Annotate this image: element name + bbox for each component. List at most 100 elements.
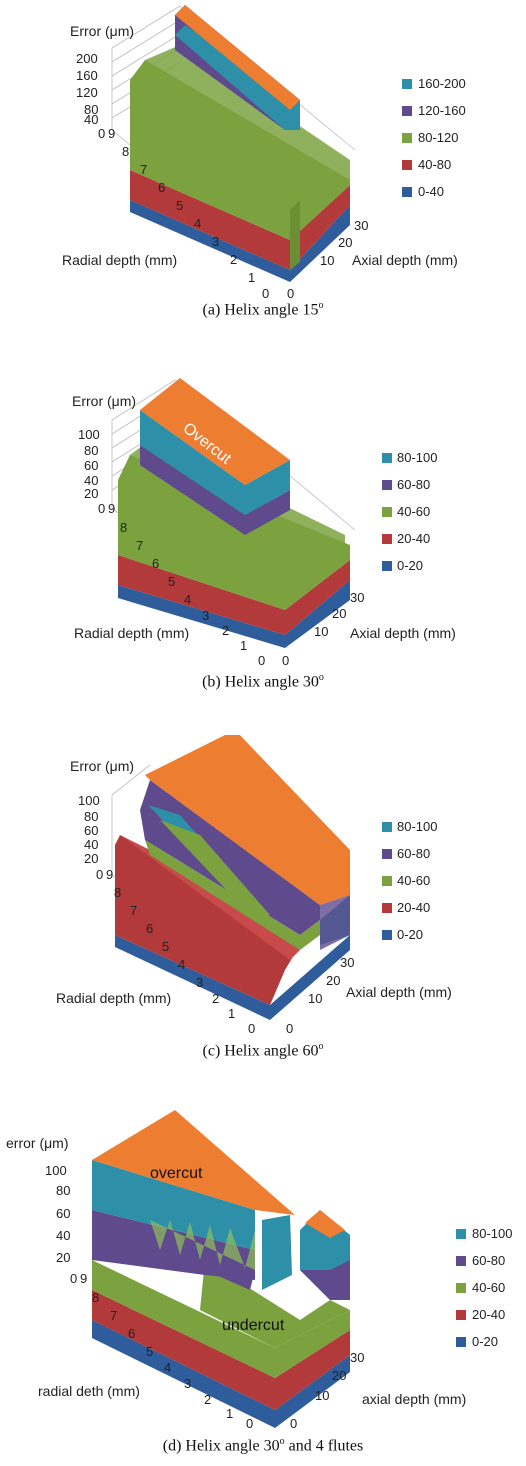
z-tick-label: 40	[84, 112, 98, 127]
x-tick-label: 1	[226, 1406, 233, 1421]
back-wall-teal-d	[92, 1160, 255, 1250]
z-ticks-a: 200 160 120 80 40 0	[76, 51, 105, 141]
chart-panel-c: Error (μm) 100 80 60 40 20 0 9 8 7 6 5 4…	[0, 735, 526, 1065]
ridge-top-a	[175, 5, 300, 110]
red-channel-c	[120, 835, 300, 960]
x-tick-label: 3	[212, 234, 219, 249]
y-axis-label-a: Axial depth (mm)	[352, 252, 458, 268]
y-tick-label: 0	[287, 286, 294, 300]
y-tick-label: 10	[314, 624, 328, 639]
x-tick-label: 3	[196, 975, 203, 990]
x-tick-label: 3	[202, 608, 209, 623]
plateau-a	[145, 45, 350, 210]
legend-swatch	[456, 1337, 466, 1347]
y-tick-label: 10	[320, 253, 334, 268]
surface-plot-b: Overcut Error (μm) 100 80 60 40 20 0 9 8…	[72, 378, 456, 668]
wall-purple-c	[140, 780, 320, 935]
legend-entry: 0-20	[397, 558, 423, 573]
z-tick-label: 0	[70, 1271, 77, 1286]
z-ticks-b: 100 80 60 40 20 0	[78, 427, 105, 516]
y-tick-label: 20	[338, 235, 352, 250]
z-tick-label: 100	[78, 427, 100, 442]
legend-swatch	[402, 160, 412, 170]
legend-entry: 60-80	[472, 1253, 505, 1268]
caption-c: (c) Helix angle 60o	[0, 1041, 526, 1060]
x-tick-label: 2	[222, 623, 229, 638]
z-tick-label: 40	[84, 837, 98, 852]
x-tick-label: 0	[262, 286, 269, 300]
x-ticks-d: 9 8 7 6 5 4 3 2 1 0	[80, 1271, 253, 1430]
z-axis-label-d: error (μm)	[6, 1135, 69, 1151]
z-tick-label: 80	[84, 443, 98, 458]
x-tick-label: 5	[168, 574, 175, 589]
x-tick-label: 0	[248, 1021, 255, 1035]
block-top-b	[140, 378, 290, 485]
legend-entry: 0-20	[397, 927, 423, 942]
legend-swatch	[382, 507, 392, 517]
x-tick-label: 6	[146, 921, 153, 936]
caption-sup: o	[318, 1041, 324, 1052]
z-tick-label: 80	[56, 1183, 70, 1198]
surface-body-d	[92, 1110, 350, 1428]
y-ticks-b: 0 10 20 30	[282, 590, 364, 668]
x-tick-label: 0	[246, 1416, 253, 1430]
x-tick-label: 7	[130, 903, 137, 918]
x-axis-label-a: Radial depth (mm)	[62, 252, 177, 268]
z-ticks-c: 100 80 60 40 20 0	[78, 793, 103, 882]
x-tick-label: 5	[146, 1344, 153, 1359]
y-tick-label: 20	[332, 1368, 346, 1383]
legend-swatch	[382, 534, 392, 544]
right-bump-1-d	[262, 1215, 292, 1290]
legend-swatch	[382, 453, 392, 463]
z-axis-label-c: Error (μm)	[70, 758, 134, 774]
legend-swatch	[456, 1283, 466, 1293]
ridge-band-a	[175, 25, 300, 130]
x-tick-label: 6	[128, 1326, 135, 1341]
caption-sup: o	[318, 672, 324, 683]
legend-entry: 40-60	[397, 873, 430, 888]
x-tick-label: 9	[80, 1271, 87, 1286]
y-tick-label: 30	[354, 218, 368, 233]
legend-swatch	[382, 561, 392, 571]
legend-entry: 80-100	[397, 450, 437, 465]
legend-swatch	[456, 1310, 466, 1320]
legend-swatch	[382, 849, 392, 859]
x-tick-label: 7	[140, 162, 147, 177]
legend-c: 80-100 60-80 40-60 20-40 0-20	[382, 819, 437, 942]
stratum-20-40-d	[92, 1290, 350, 1410]
z-tick-label: 120	[76, 85, 98, 100]
caption-b: (b) Helix angle 30o	[0, 672, 526, 691]
y-tick-label: 0	[290, 1416, 297, 1430]
legend-d: 80-100 60-80 40-60 20-40 0-20	[456, 1226, 512, 1349]
y-tick-label: 0	[282, 653, 289, 668]
z-tick-label: 0	[98, 126, 105, 141]
legend-entry: 160-200	[418, 76, 466, 91]
legend-entry: 20-40	[397, 531, 430, 546]
surface-body-c	[115, 735, 350, 1020]
x-tick-label: 5	[176, 198, 183, 213]
y-tick-label: 30	[340, 955, 354, 970]
stratum-40-60-d	[92, 1260, 350, 1378]
legend-swatch	[382, 930, 392, 940]
x-tick-label: 0	[258, 653, 265, 668]
legend-entry: 60-80	[397, 477, 430, 492]
right-bump-2-purple-d	[300, 1260, 350, 1300]
x-tick-label: 6	[152, 556, 159, 571]
caption-suffix: and 4 flutes	[284, 1437, 364, 1455]
legend-entry: 0-40	[418, 184, 444, 199]
x-tick-label: 1	[240, 638, 247, 653]
legend-entry: 80-120	[418, 130, 458, 145]
block-teal-b	[140, 410, 290, 515]
caption-sup: o	[279, 1436, 285, 1447]
z-tick-label: 80	[84, 102, 98, 117]
z-tick-label: 60	[84, 458, 98, 473]
y-ticks-a: 0 10 20 30	[287, 218, 368, 300]
x-axis-label-d: radial deth (mm)	[38, 1383, 140, 1399]
streaks-d	[150, 1220, 255, 1270]
legend-b: 80-100 60-80 40-60 20-40 0-20	[382, 450, 437, 573]
annotation-overcut-d: overcut	[150, 1165, 203, 1182]
y-axis-label-b: Axial depth (mm)	[350, 625, 456, 641]
caption-a: (a) Helix angle 15o	[0, 300, 526, 319]
x-ticks-c: 9 8 7 6 5 4 3 2 1 0	[106, 867, 255, 1035]
legend-entry: 80-100	[397, 819, 437, 834]
